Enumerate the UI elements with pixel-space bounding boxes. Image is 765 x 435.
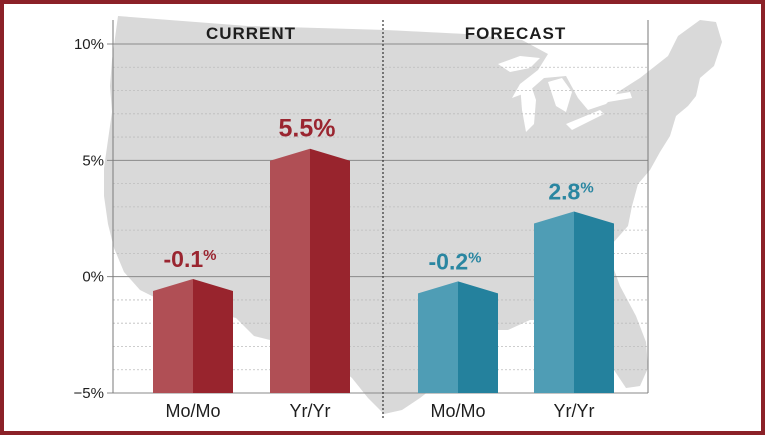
labels: CURRENT FORECAST -0.1% Mo/Mo 5.5% Yr/Yr -0.2% M…: [164, 24, 595, 421]
lake-erie: [566, 110, 604, 130]
bar-right-face: [310, 148, 350, 393]
bar-left-face: [153, 278, 193, 393]
lake-superior: [498, 56, 540, 72]
lake-michigan: [520, 82, 536, 132]
panel-title: CURRENT: [206, 24, 296, 43]
bar-right-face: [193, 278, 233, 393]
value-number: 5.5: [279, 115, 314, 143]
bars: [153, 148, 614, 393]
bar: [270, 148, 350, 393]
bar: [418, 281, 498, 393]
value-number: 2.8: [548, 179, 580, 205]
value-label: -0.1%: [164, 246, 217, 272]
value-label: 2.8%: [548, 179, 593, 205]
value-number: -0.2: [429, 248, 469, 274]
y-tick-label: −5%: [74, 385, 104, 402]
value-unit: %: [203, 247, 216, 264]
bar: [153, 278, 233, 393]
value-label: -0.2%: [429, 248, 482, 274]
category-label: Mo/Mo: [165, 401, 220, 421]
panel-title: FORECAST: [465, 24, 567, 43]
lake-ontario: [606, 92, 632, 102]
axes: 10% 5% 0% −5%: [74, 20, 649, 419]
category-label: Mo/Mo: [430, 401, 485, 421]
bar-left-face: [534, 211, 574, 393]
bar-left-face: [270, 148, 310, 393]
y-tick-label: 5%: [82, 152, 104, 169]
y-tick-label: 0%: [82, 269, 104, 286]
value-unit: %: [580, 180, 593, 197]
y-tick-label: 10%: [74, 36, 104, 53]
category-label: Yr/Yr: [289, 401, 330, 421]
lake-huron: [548, 78, 572, 112]
category-label: Yr/Yr: [553, 401, 594, 421]
value-number: -0.1: [164, 246, 204, 272]
value-label: 5.5%: [279, 115, 336, 143]
value-unit: %: [313, 115, 335, 143]
bar-right-face: [458, 281, 498, 393]
value-unit: %: [468, 249, 481, 266]
bar-right-face: [574, 211, 614, 393]
bar-left-face: [418, 281, 458, 393]
bar: [534, 211, 614, 393]
